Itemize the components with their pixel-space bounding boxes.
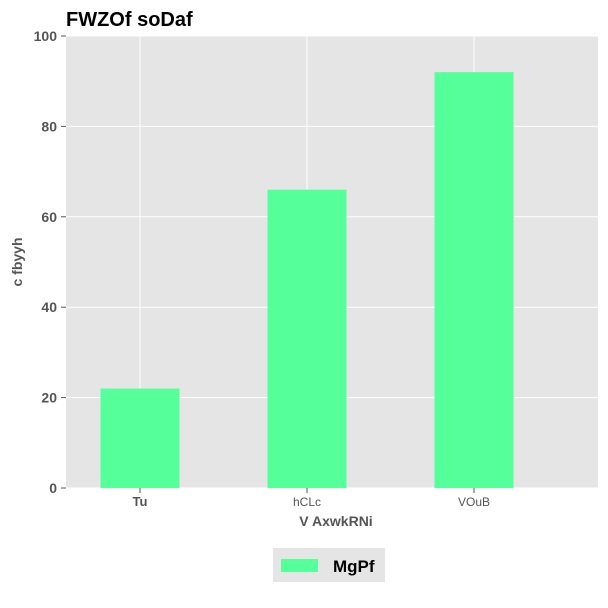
chart-title: FWZOf soDaf <box>66 9 193 31</box>
y-tick-label: 20 <box>41 390 57 406</box>
y-tick-label: 100 <box>34 28 58 44</box>
x-tick-label: hCLc <box>293 495 321 509</box>
x-axis-label: V AxwkRNi <box>299 513 372 529</box>
y-axis-ticks: 0 20 40 60 80 100 <box>34 28 66 496</box>
x-tick-label: VOuB <box>458 495 490 509</box>
bars <box>100 72 514 488</box>
legend-label: MgPf <box>333 557 375 576</box>
y-tick-label: 60 <box>41 209 57 225</box>
y-tick-label: 40 <box>41 299 57 315</box>
y-tick-label: 80 <box>41 118 57 134</box>
x-tick-label: Tu <box>133 494 148 509</box>
legend-swatch <box>281 559 318 572</box>
y-axis-label: c fbyyh <box>9 237 25 286</box>
bar-Tu <box>100 388 180 488</box>
bar-hCLc <box>267 189 347 488</box>
x-axis-ticks: Tu hCLc VOuB <box>133 488 490 509</box>
legend: MgPf <box>273 548 385 582</box>
y-tick-label: 0 <box>49 480 57 496</box>
bar-VOuB <box>434 72 514 488</box>
